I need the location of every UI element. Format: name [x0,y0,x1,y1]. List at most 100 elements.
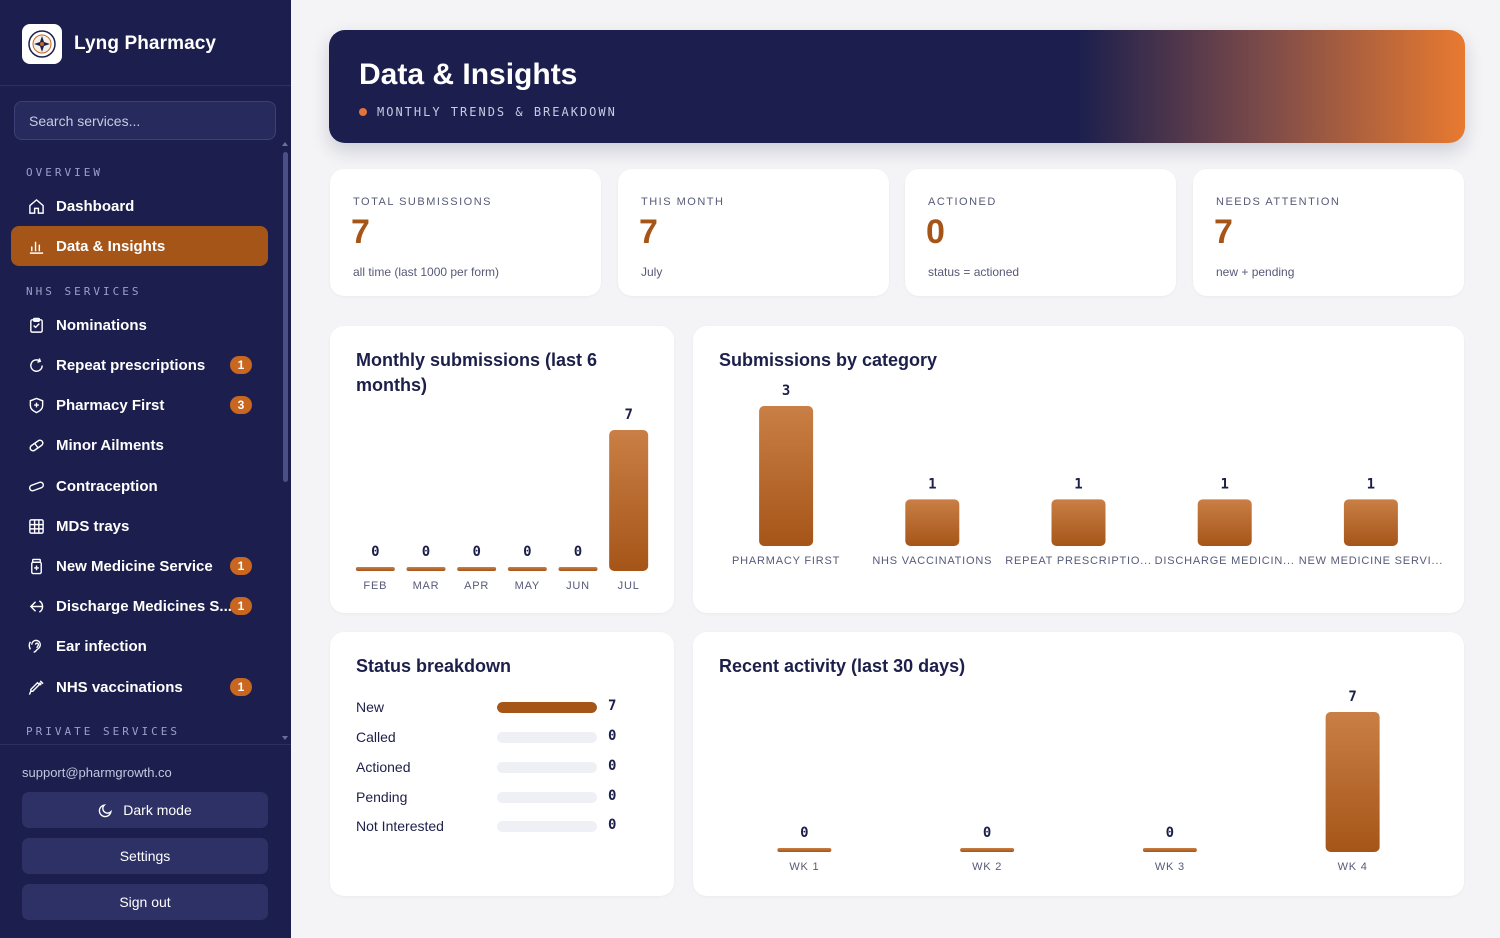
chart-bar[interactable] [1142,848,1197,852]
sidebar-item-repeat-prescriptions[interactable]: Repeat prescriptions 1 [11,345,268,385]
status-count: 0 [608,817,617,833]
refresh-icon [27,356,45,374]
category-tick-label: WK 4 [1338,861,1368,873]
chart-bar[interactable] [507,567,547,571]
sign-out-button[interactable]: Sign out [22,884,268,920]
category-tick-label: JUL [618,580,640,592]
ear-icon [27,637,45,655]
status-row-new: New 7 [356,697,646,717]
stat-label: THIS MONTH [641,196,725,208]
status-label: Not Interested [356,818,444,834]
sidebar-item-label: Ear infection [56,637,147,655]
settings-button[interactable]: Settings [22,838,268,874]
sidebar-item-ear-infection[interactable]: Ear infection [11,626,268,666]
medicine-bottle-icon [27,557,45,575]
bar-value-label: 0 [422,544,430,560]
sidebar-item-label: Data & Insights [56,237,166,255]
sidebar-item-minor-ailments[interactable]: Minor Ailments [11,425,268,465]
sidebar-item-discharge-medicines[interactable]: Discharge Medicines S... 1 [11,586,268,626]
grid-icon [27,517,45,535]
chart-bar[interactable] [609,430,649,571]
submissions-by-category-chart: 3 PHARMACY FIRST 1 NHS VACCINATIONS 1 REPEAT … [732,383,1443,567]
search-input[interactable] [14,101,276,140]
page-title: Data & Insights [359,58,578,91]
category-tick-label: NEW MEDICINE SERVI... [1299,555,1443,567]
sidebar-item-label: Repeat prescriptions [56,356,206,374]
chart-bar[interactable] [406,567,446,571]
section-label-nhs-services: NHS SERVICES [26,285,142,298]
sidebar-item-pharmacy-first[interactable]: Pharmacy First 3 [11,385,268,425]
status-row-not-interested: Not Interested 0 [356,816,646,836]
section-label-private-services: PRIVATE SERVICES [26,725,180,738]
sidebar-item-label: New Medicine Service [56,557,213,575]
brand[interactable]: Lyng Pharmacy [22,24,216,64]
bar-value-label: 0 [472,544,480,560]
sidebar-item-contraception[interactable]: Contraception [11,466,268,506]
sidebar-item-new-medicine-service[interactable]: New Medicine Service 1 [11,546,268,586]
recent-activity-panel: 0 WK 1 0 WK 2 0 WK 3 7 WK 4 Recent activity (la… [693,632,1464,896]
stat-label: NEEDS ATTENTION [1216,196,1341,208]
category-tick-label: MAR [413,580,440,592]
chart-bar[interactable] [1325,712,1380,852]
page-subtitle-text: MONTHLY TRENDS & BREAKDOWN [377,105,617,119]
chart-bar[interactable] [1197,499,1252,546]
count-badge: 1 [230,597,252,615]
chart-bar[interactable] [777,848,832,852]
bar-value-label: 1 [1220,476,1228,492]
count-badge: 1 [230,678,252,696]
stat-card-actioned: ACTIONED 0 status = actioned [905,169,1176,296]
stat-label: ACTIONED [928,196,997,208]
page-subtitle: MONTHLY TRENDS & BREAKDOWN [359,105,617,119]
chart-bar[interactable] [960,848,1015,852]
scrollbar-thumb[interactable] [283,152,288,482]
bar-value-label: 0 [983,825,991,841]
status-row-pending: Pending 0 [356,787,646,807]
sidebar-item-label: Nominations [56,316,147,334]
submissions-by-category-panel: 3 PHARMACY FIRST 1 NHS VACCINATIONS 1 REPEAT … [693,326,1464,613]
stat-card-this-month: THIS MONTH 7 July [618,169,889,296]
sidebar-item-nominations[interactable]: Nominations [11,305,268,345]
status-bar-fill [497,702,597,713]
status-count: 0 [608,788,617,804]
sidebar-item-label: NHS vaccinations [56,678,183,696]
sidebar-nav: OVERVIEW Dashboard Data & Insights NHS S… [0,150,291,744]
sidebar-item-data-insights[interactable]: Data & Insights [11,226,268,266]
category-tick-label: APR [464,580,489,592]
sidebar-item-dashboard[interactable]: Dashboard [11,186,268,226]
chart-bar[interactable] [905,499,960,546]
status-row-called: Called 0 [356,727,646,747]
bar-chart-icon [27,237,45,255]
chart-bar[interactable] [759,406,814,546]
stat-value: 7 [351,213,370,251]
panel-title: Recent activity (last 30 days) [719,656,966,676]
bar-value-label: 1 [1074,476,1082,492]
status-dot-icon [359,108,367,116]
chart-bar[interactable] [457,567,497,571]
sidebar-scrollbar[interactable] [282,142,288,744]
pill-icon [27,436,45,454]
panel-title: Monthly submissions (last 6 months) [356,350,598,395]
chart-bar[interactable] [1343,499,1398,546]
status-bar-track [497,732,597,743]
support-email[interactable]: support@pharmgrowth.co [22,765,172,780]
bar-value-label: 0 [523,544,531,560]
sidebar-item-label: Pharmacy First [56,396,165,414]
sidebar-item-label: MDS trays [56,517,130,535]
scroll-down-arrow-icon[interactable] [282,736,288,740]
category-tick-label: JUN [566,580,590,592]
dark-mode-button[interactable]: Dark mode [22,792,268,828]
stat-card-needs-attention: NEEDS ATTENTION 7 new + pending [1193,169,1464,296]
count-badge: 3 [230,396,252,414]
sidebar-item-mds-trays[interactable]: MDS trays [11,506,268,546]
chart-bar[interactable] [355,567,395,571]
chart-bar[interactable] [1051,499,1106,546]
panel-title: Submissions by category [719,350,938,370]
status-count: 7 [608,698,617,714]
chart-bar[interactable] [558,567,598,571]
category-tick-label: NHS VACCINATIONS [872,555,992,567]
sidebar-item-label: Minor Ailments [56,436,164,454]
status-label: Pending [356,789,408,805]
sidebar-item-nhs-vaccinations[interactable]: NHS vaccinations 1 [11,667,268,707]
home-icon [27,197,45,215]
scroll-up-arrow-icon[interactable] [282,142,288,146]
